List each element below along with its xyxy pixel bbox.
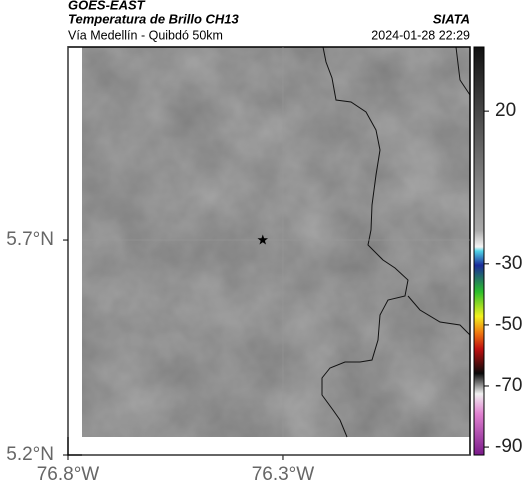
colorbar-tick-label: -70 xyxy=(495,375,522,396)
colorbar-tick-label: -50 xyxy=(495,314,522,335)
colorbar-tick-label: -30 xyxy=(495,253,522,274)
x-tick-label: 76.8°W xyxy=(37,464,100,485)
region: Vía Medellín - Quibdó 50km xyxy=(68,28,223,42)
subtitle: Temperatura de Brillo CH13 xyxy=(68,11,240,26)
datetime: 2024-01-28 22:29 xyxy=(371,28,470,42)
map-area xyxy=(67,46,471,456)
colorbar-tick-label: -90 xyxy=(495,436,522,457)
y-tick-label: 5.7°N xyxy=(6,229,54,250)
title: GOES-EAST xyxy=(68,0,146,12)
border xyxy=(321,46,409,438)
y-tick-label: 5.2°N xyxy=(6,444,54,465)
x-tick-label: 76.3°W xyxy=(252,464,315,485)
colorbar-tick-label: 20 xyxy=(495,100,516,121)
location-marker xyxy=(257,234,268,245)
border xyxy=(407,295,471,336)
colorbar xyxy=(473,46,485,456)
border xyxy=(455,46,471,96)
raster-texture xyxy=(82,47,470,437)
source: SIATA xyxy=(433,11,470,26)
